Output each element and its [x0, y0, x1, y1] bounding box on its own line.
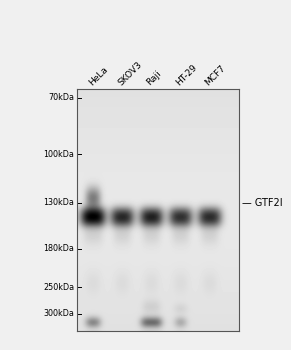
Text: 300kDa: 300kDa: [43, 309, 74, 318]
Text: HT-29: HT-29: [174, 63, 199, 88]
Text: — GTF2I: — GTF2I: [242, 198, 282, 208]
Text: Raji: Raji: [145, 69, 163, 88]
Text: MCF7: MCF7: [203, 64, 227, 88]
Text: HeLa: HeLa: [87, 65, 109, 88]
Text: 250kDa: 250kDa: [43, 283, 74, 292]
Text: 70kDa: 70kDa: [48, 93, 74, 102]
Text: SKOV3: SKOV3: [116, 60, 143, 88]
Text: 180kDa: 180kDa: [43, 244, 74, 253]
Text: 100kDa: 100kDa: [43, 150, 74, 159]
Text: 130kDa: 130kDa: [43, 198, 74, 207]
